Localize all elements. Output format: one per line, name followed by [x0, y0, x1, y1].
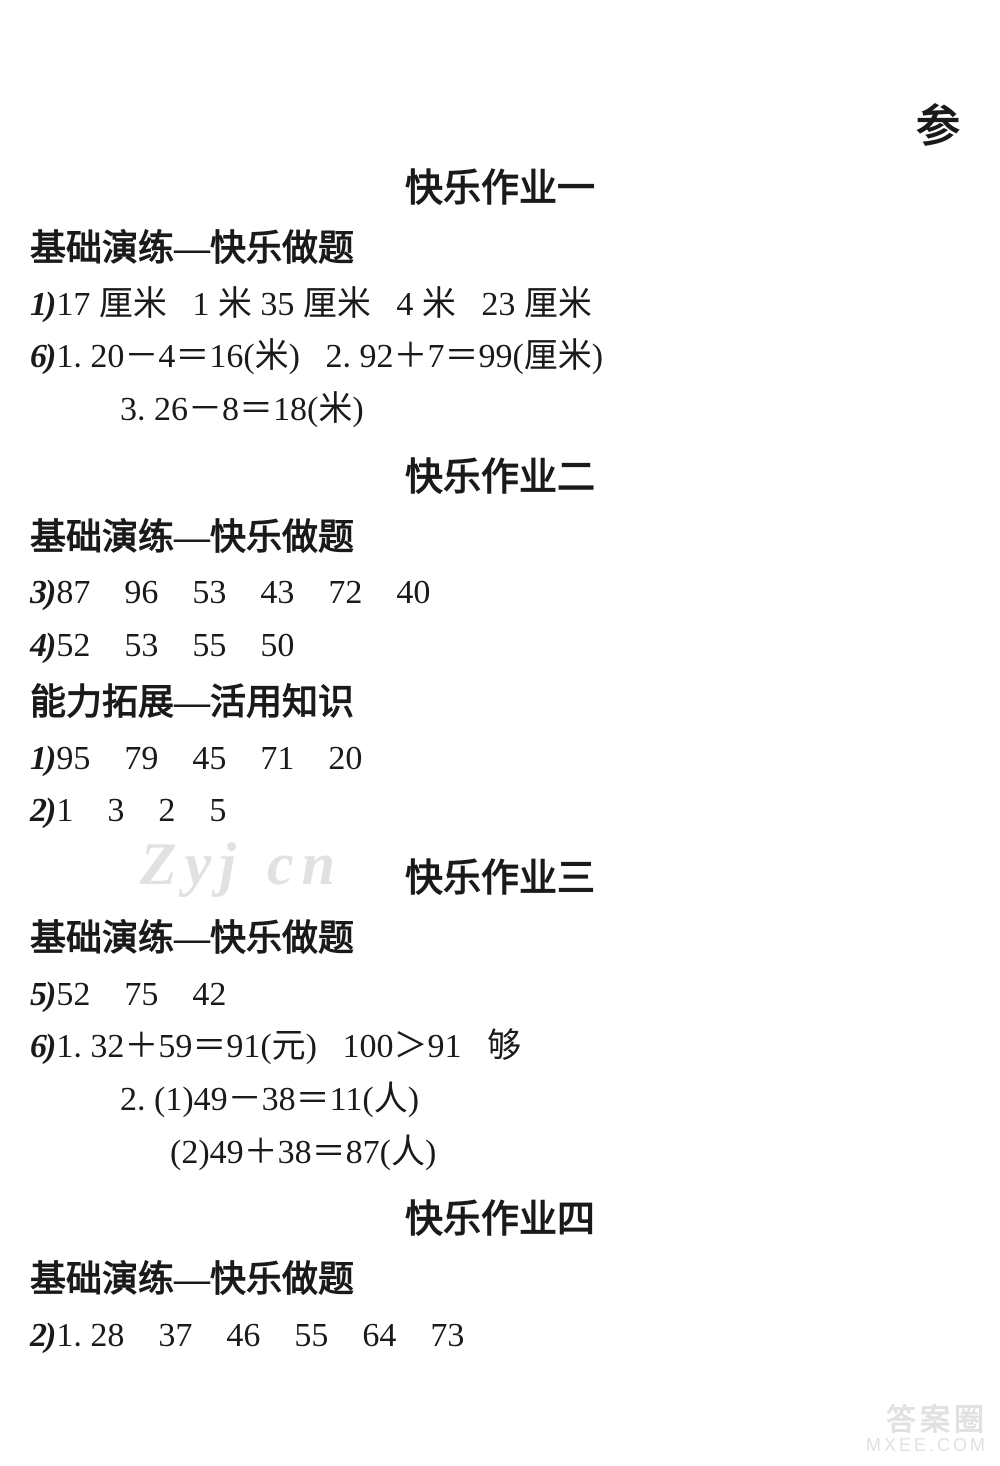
answer-text: 52 53 55 50	[56, 627, 294, 664]
section-title: 快乐作业二	[30, 449, 970, 508]
answer-text: 3. 26－8＝18(米)	[120, 391, 364, 428]
section-title: 快乐作业三	[30, 850, 970, 909]
item-marker: 6)	[30, 1021, 54, 1074]
answer-text: 87 96 53 43 72 40	[56, 574, 430, 611]
item-marker: 2)	[30, 785, 54, 838]
subsection-heading: 基础演练—快乐做题	[30, 911, 970, 967]
footer-watermark-line1: 答案圈	[866, 1395, 988, 1439]
answer-line: 2. (1)49－38＝11(人)	[30, 1074, 970, 1127]
answer-text: 1. 32＋59＝91(元) 100＞91 够	[56, 1028, 521, 1065]
subsection-heading: 能力拓展—活用知识	[30, 675, 970, 731]
item-marker: 5)	[30, 969, 54, 1022]
answer-line: 2)1. 28 37 46 55 64 73	[30, 1310, 970, 1363]
item-marker: 1)	[30, 279, 54, 332]
item-marker: 6)	[30, 331, 54, 384]
page-body: 快乐作业一基础演练—快乐做题1)17 厘米 1 米 35 厘米 4 米 23 厘…	[0, 0, 1000, 1363]
answer-line: 6)1. 20－4＝16(米) 2. 92＋7＝99(厘米)	[30, 331, 970, 384]
section-title: 快乐作业一	[30, 160, 970, 219]
subsection-heading: 基础演练—快乐做题	[30, 510, 970, 566]
answer-line: 1)17 厘米 1 米 35 厘米 4 米 23 厘米	[30, 279, 970, 332]
answer-text: 17 厘米 1 米 35 厘米 4 米 23 厘米	[56, 286, 592, 323]
answer-line: 5)52 75 42	[30, 969, 970, 1022]
answer-text: 52 75 42	[56, 976, 226, 1013]
item-marker: 1)	[30, 733, 54, 786]
answer-text: 1. 20－4＝16(米) 2. 92＋7＝99(厘米)	[56, 338, 603, 375]
page-corner-char: 参	[916, 90, 960, 154]
answer-line: 2)1 3 2 5	[30, 785, 970, 838]
item-marker: 3)	[30, 567, 54, 620]
answer-line: (2)49＋38＝87(人)	[30, 1127, 970, 1180]
answer-line: 3)87 96 53 43 72 40	[30, 567, 970, 620]
answer-line: 1)95 79 45 71 20	[30, 733, 970, 786]
answer-line: 3. 26－8＝18(米)	[30, 384, 970, 437]
footer-watermark-line2: MXEE.COM	[866, 1435, 988, 1456]
subsection-heading: 基础演练—快乐做题	[30, 221, 970, 277]
footer-watermark: 答案圈 MXEE.COM	[866, 1395, 988, 1456]
answer-text: 2. (1)49－38＝11(人)	[120, 1081, 419, 1118]
subsection-heading: 基础演练—快乐做题	[30, 1252, 970, 1308]
item-marker: 4)	[30, 620, 54, 673]
answer-text: 1. 28 37 46 55 64 73	[56, 1317, 464, 1354]
answer-line: 6)1. 32＋59＝91(元) 100＞91 够	[30, 1021, 970, 1074]
section-title: 快乐作业四	[30, 1191, 970, 1250]
item-marker: 2)	[30, 1310, 54, 1363]
answer-line: 4)52 53 55 50	[30, 620, 970, 673]
answer-text: (2)49＋38＝87(人)	[170, 1134, 436, 1171]
answer-text: 1 3 2 5	[56, 792, 226, 829]
answer-text: 95 79 45 71 20	[56, 740, 362, 777]
